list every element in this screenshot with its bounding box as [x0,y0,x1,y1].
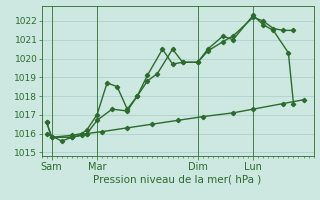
X-axis label: Pression niveau de la mer( hPa ): Pression niveau de la mer( hPa ) [93,174,262,184]
